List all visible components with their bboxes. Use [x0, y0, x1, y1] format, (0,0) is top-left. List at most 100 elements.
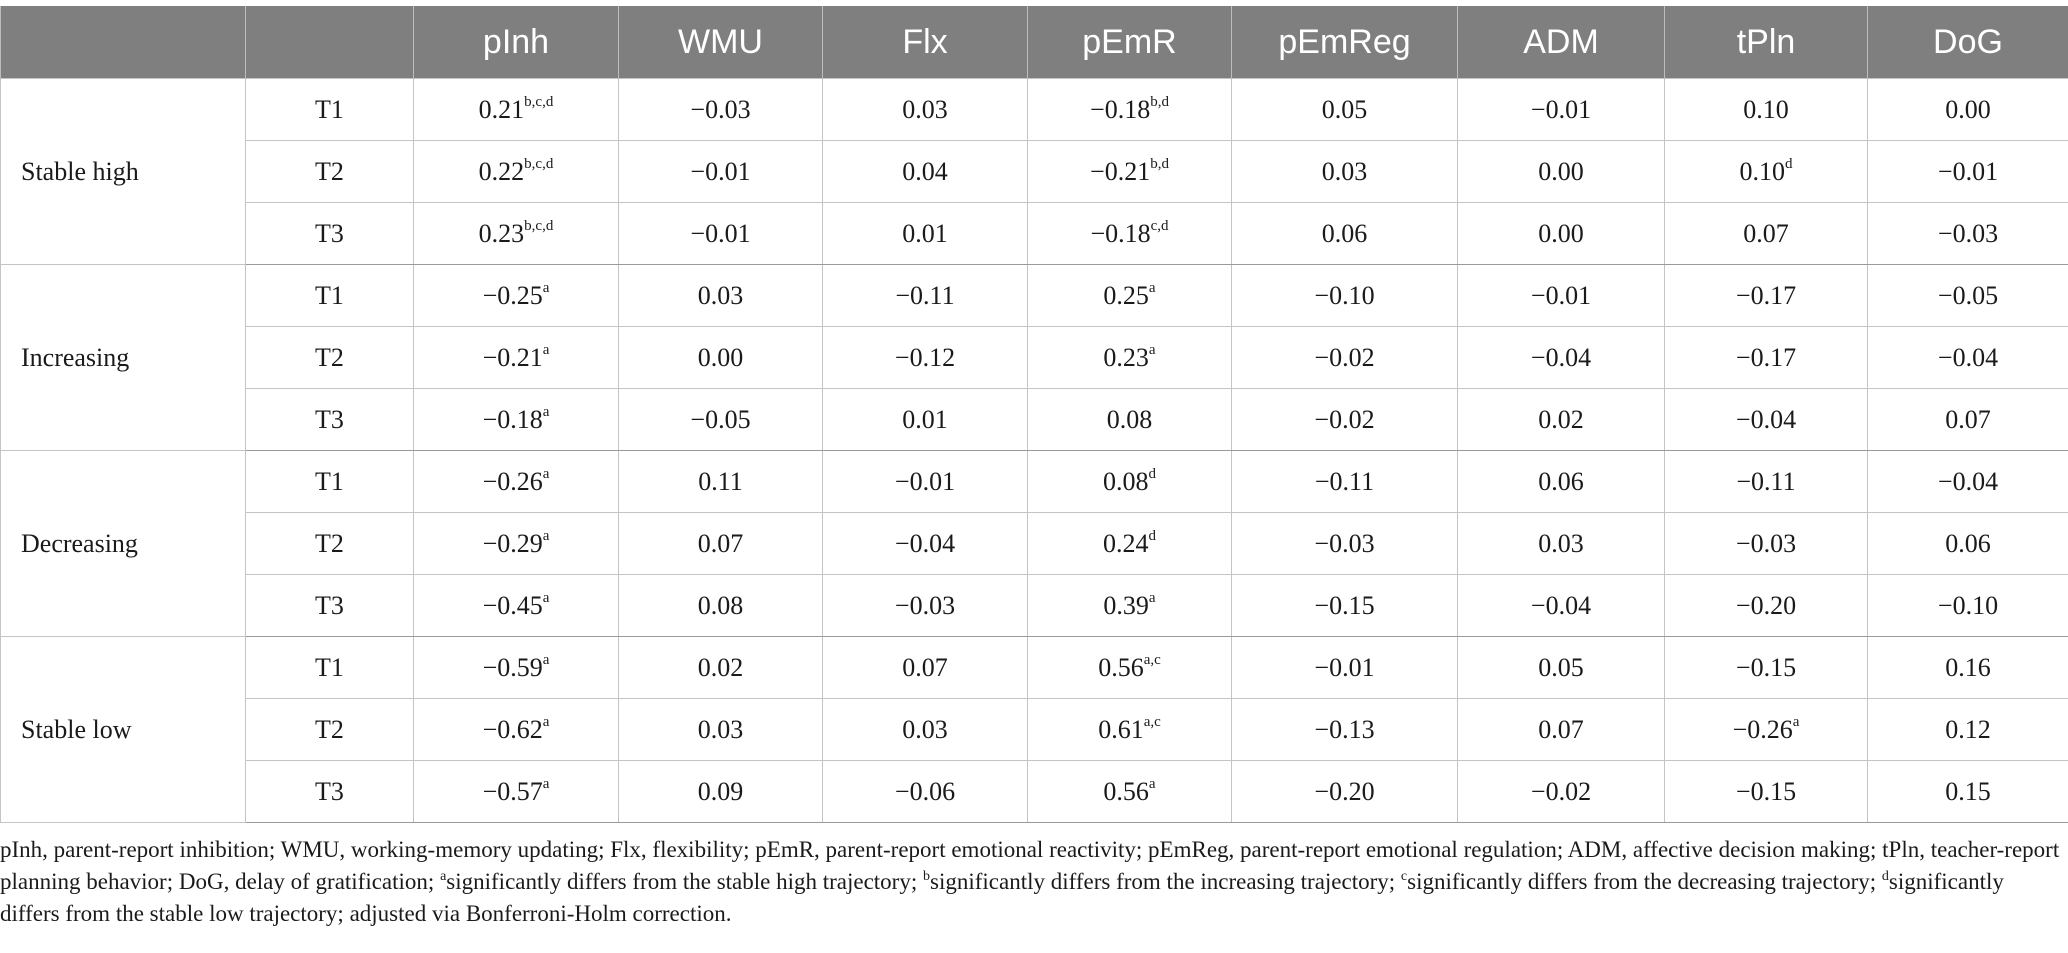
cell-value: 0.15 [1945, 776, 1991, 806]
significance-superscript: a,c [1143, 651, 1161, 668]
table-cell: −0.10 [1231, 264, 1458, 327]
table-cell: 0.02 [1457, 388, 1665, 451]
cell-value: 0.07 [1945, 404, 1991, 434]
cell-value: −0.29 [482, 528, 543, 558]
cell-value: −0.18 [1090, 94, 1151, 124]
cell-value: −0.45 [482, 590, 543, 620]
cell-value: −0.10 [1314, 280, 1375, 310]
table-row: T2 −0.21a 0.00 −0.12 0.23a −0.02 −0.04 −0.17 −0.… [1, 326, 2068, 389]
cell-value: −0.11 [1314, 466, 1375, 496]
footnote-abbreviations: pInh, parent-report inhibition; WMU, wor… [0, 837, 2060, 894]
table-cell: 0.00 [618, 326, 823, 389]
table-footnote: pInh, parent-report inhibition; WMU, wor… [0, 834, 2060, 930]
table-cell: −0.02 [1231, 388, 1458, 451]
table-cell: 0.08d [1027, 450, 1232, 513]
table-cell: −0.01 [618, 202, 823, 265]
table-cell: −0.17 [1664, 326, 1868, 389]
cell-value: 0.09 [697, 776, 744, 806]
table-cell: −0.01 [1457, 264, 1665, 327]
time-point-label: T1 [245, 450, 414, 513]
significance-superscript: a [1792, 713, 1800, 730]
trajectory-group-label: Stable high [0, 78, 246, 265]
significance-superscript: a [1148, 589, 1156, 606]
cell-value: 0.61 [1098, 714, 1144, 744]
table-cell: −0.57a [413, 760, 619, 823]
trajectory-group-label: Increasing [0, 264, 246, 451]
column-header-flx: Flx [822, 6, 1028, 79]
table-cell: 0.24d [1027, 512, 1232, 575]
table-cell: 0.02 [618, 636, 823, 699]
cell-value: −0.03 [894, 590, 956, 620]
table-cell: −0.11 [1664, 450, 1868, 513]
cell-value: 0.25 [1103, 280, 1149, 310]
column-header-blank [0, 6, 246, 79]
cell-value: 0.16 [1945, 652, 1991, 682]
header-row: pInh WMU Flx pEmR pEmReg ADM tPln DoG [0, 6, 2068, 79]
cell-value: 0.08 [1103, 466, 1149, 496]
cell-value: 0.03 [902, 94, 948, 124]
time-point-label: T3 [245, 574, 414, 637]
table-cell: −0.04 [1664, 388, 1868, 451]
table-row: Stable high T1 0.21b,c,d −0.03 0.03 −0.18b,d 0… [0, 78, 2068, 265]
table-cell: 0.07 [1457, 698, 1665, 761]
cell-value: 0.00 [697, 342, 744, 372]
cell-value: 0.01 [902, 218, 948, 248]
cell-value: −0.18 [482, 404, 543, 434]
table-cell: 0.01 [822, 388, 1028, 451]
footnote-mark: d [1881, 869, 1889, 885]
table-cell: 0.16 [1867, 636, 2068, 699]
column-header-pinh: pInh [413, 6, 619, 79]
cell-value: −0.12 [894, 342, 956, 372]
cell-value: −0.02 [1314, 404, 1375, 434]
cell-value: −0.17 [1735, 342, 1797, 372]
cell-value: −0.11 [1736, 466, 1796, 496]
significance-superscript: a [542, 589, 550, 606]
column-header-dog: DoG [1867, 6, 2068, 79]
table-cell: 0.56a,c [1027, 636, 1232, 699]
cell-value: 0.00 [1538, 156, 1584, 186]
cell-value: 0.04 [902, 156, 948, 186]
significance-superscript: c,d [1150, 217, 1169, 234]
table-cell: 0.06 [1231, 202, 1458, 265]
table-cell: −0.21a [413, 326, 619, 389]
table-cell: −0.03 [1867, 202, 2068, 265]
table-row: T3 −0.57a 0.09 −0.06 0.56a −0.20 −0.02 −0.15 0.1… [1, 760, 2068, 823]
cell-value: 0.03 [1538, 528, 1584, 558]
cell-value: −0.01 [1937, 156, 1999, 186]
table-cell: 0.56a [1027, 760, 1232, 823]
cell-value: 0.08 [1106, 404, 1153, 434]
cell-value: −0.18 [1090, 218, 1151, 248]
table-cell: −0.15 [1664, 760, 1868, 823]
cell-value: 0.56 [1098, 652, 1144, 682]
table-cell: −0.26a [413, 450, 619, 513]
table-cell: −0.03 [1231, 512, 1458, 575]
cell-value: 0.24 [1103, 528, 1149, 558]
cell-value: −0.20 [1735, 590, 1797, 620]
significance-superscript: b,c,d [524, 155, 554, 172]
time-point-label: T2 [245, 698, 414, 761]
time-point-label: T2 [245, 140, 414, 203]
table-cell: −0.04 [1867, 450, 2068, 513]
table-cell: −0.06 [822, 760, 1028, 823]
time-point-label: T3 [245, 388, 414, 451]
table-cell: 0.03 [618, 264, 823, 327]
footnote-significance-notes: asignificantly differs from the stable h… [0, 869, 2004, 926]
cell-value: −0.26 [1732, 714, 1793, 744]
column-header-blank [245, 6, 414, 79]
time-point-label: T1 [245, 264, 414, 327]
table-cell: −0.02 [1457, 760, 1665, 823]
table-cell: −0.03 [822, 574, 1028, 637]
cell-value: 0.39 [1103, 590, 1149, 620]
table-cell: −0.02 [1231, 326, 1458, 389]
table-cell: −0.03 [1664, 512, 1868, 575]
cell-value: −0.13 [1314, 714, 1375, 744]
table-cell: −0.25a [413, 264, 619, 327]
cell-value: 0.10 [1739, 156, 1786, 186]
cell-value: 0.21 [478, 94, 525, 124]
table-cell: 0.03 [618, 698, 823, 761]
table-cell: −0.05 [1867, 264, 2068, 327]
table-cell: 0.61a,c [1027, 698, 1232, 761]
cell-value: −0.02 [1530, 776, 1592, 806]
table-cell: 0.00 [1457, 202, 1665, 265]
cell-value: −0.21 [482, 342, 543, 372]
